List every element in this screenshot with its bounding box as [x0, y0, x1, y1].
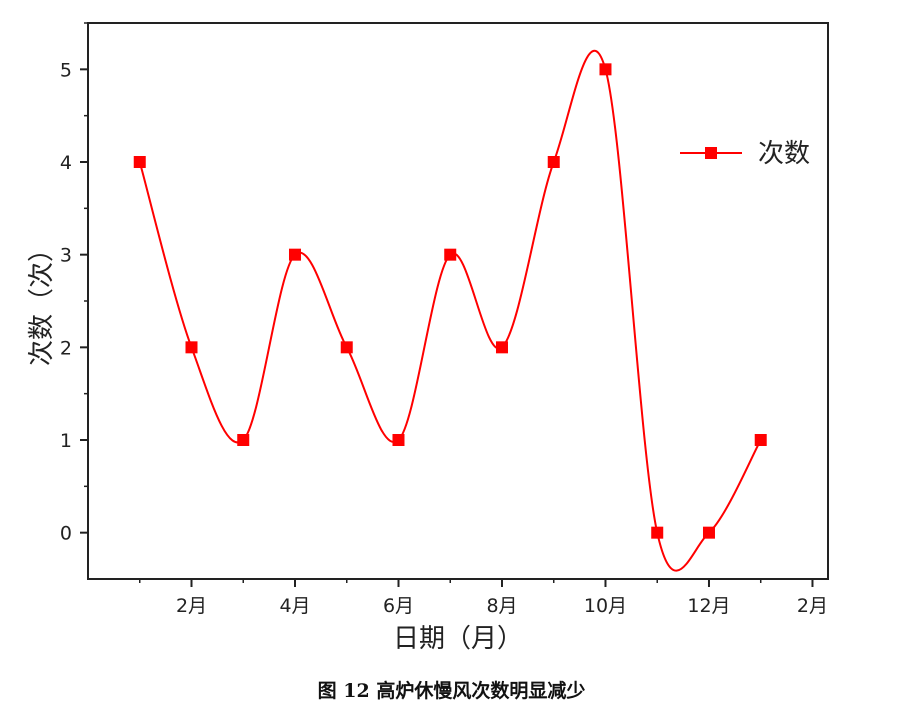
- data-point: [444, 248, 457, 261]
- y-tick-label: 1: [60, 430, 72, 452]
- data-point: [702, 526, 715, 539]
- y-tick-label: 4: [60, 152, 72, 174]
- series-curve: [138, 49, 762, 572]
- chart: 0 1 2 3 4 5 2月 4月 6月 8月 10月 12月 2月 次数 日期（月） 次数（次）: [27, 22, 829, 654]
- x-tick-label: 2月: [797, 595, 828, 617]
- legend-marker: [705, 147, 717, 159]
- data-point: [651, 526, 664, 539]
- data-point: [340, 341, 353, 354]
- data-point: [185, 341, 198, 354]
- y-tick-label: 3: [60, 245, 72, 267]
- data-point: [288, 248, 301, 261]
- y-tick-label: 2: [60, 337, 72, 359]
- data-point: [392, 434, 405, 446]
- x-tick-label: 6月: [383, 595, 414, 617]
- x-axis-title: 日期（月）: [393, 624, 523, 654]
- x-tick-label: 12月: [687, 595, 730, 617]
- x-tick-label: 2月: [176, 595, 207, 617]
- data-point: [495, 341, 508, 354]
- data-point: [547, 156, 560, 168]
- legend-label: 次数: [758, 139, 810, 169]
- plot-frame: [87, 22, 829, 580]
- data-point: [237, 434, 250, 446]
- x-tick-label: 8月: [486, 595, 517, 617]
- x-axis: 2月 4月 6月 8月 10月 12月 2月: [138, 579, 828, 617]
- figure-caption: 图 12 高炉休慢风次数明显减少: [317, 680, 586, 702]
- legend: 次数: [680, 139, 810, 169]
- y-tick-label: 0: [60, 523, 72, 545]
- data-point: [754, 434, 767, 446]
- series-markers: [133, 63, 767, 539]
- y-axis: 0 1 2 3 4 5: [60, 22, 88, 545]
- x-tick-label: 4月: [279, 595, 310, 617]
- y-tick-label: 5: [60, 59, 72, 81]
- y-axis-title: 次数（次）: [27, 236, 57, 366]
- data-point: [599, 63, 612, 76]
- data-point: [133, 156, 146, 168]
- x-tick-label: 10月: [584, 595, 627, 617]
